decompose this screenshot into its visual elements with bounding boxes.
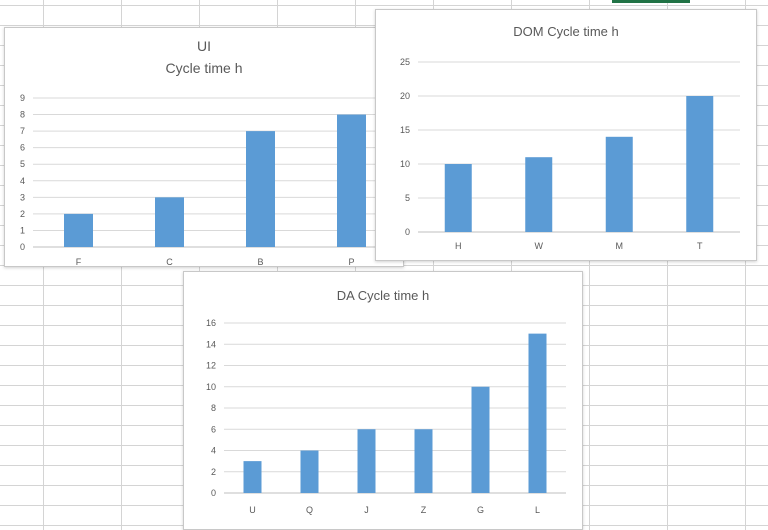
bar-dom-H[interactable]: [444, 164, 472, 232]
y-tick-label-dom-0: 0: [405, 227, 410, 237]
x-tick-label-da-J: J: [364, 505, 369, 515]
y-tick-label-da-14: 14: [206, 339, 216, 349]
y-tick-label-da-4: 4: [211, 446, 216, 456]
y-tick-label-ui-0: 0: [20, 242, 25, 252]
chart-dom-cycle-time[interactable]: DOM Cycle time h 0 5 10 15 20 25 H W M T: [375, 9, 757, 261]
y-tick-label-ui-4: 4: [20, 176, 25, 186]
y-tick-label-da-0: 0: [211, 488, 216, 498]
x-tick-label-ui-P: P: [348, 257, 354, 266]
y-tick-label-da-6: 6: [211, 424, 216, 434]
chart-title-ui-0: UI: [197, 38, 211, 54]
x-tick-label-dom-H: H: [455, 241, 462, 251]
x-tick-label-ui-C: C: [166, 257, 173, 266]
bar-da-L[interactable]: [528, 333, 547, 493]
y-tick-label-ui-9: 9: [20, 93, 25, 103]
y-tick-label-da-12: 12: [206, 361, 216, 371]
y-tick-label-dom-25: 25: [400, 57, 410, 67]
bar-ui-F[interactable]: [64, 213, 93, 247]
y-tick-label-dom-10: 10: [400, 159, 410, 169]
x-tick-label-da-Q: Q: [306, 505, 313, 515]
y-tick-label-da-2: 2: [211, 467, 216, 477]
y-tick-label-da-8: 8: [211, 403, 216, 413]
x-tick-label-da-U: U: [249, 505, 256, 515]
y-tick-label-dom-15: 15: [400, 125, 410, 135]
x-tick-label-da-Z: Z: [421, 505, 427, 515]
chart-dom-svg: DOM Cycle time h 0 5 10 15 20 25 H W M T: [400, 24, 740, 251]
x-tick-label-dom-W: W: [535, 241, 544, 251]
y-tick-label-ui-3: 3: [20, 192, 25, 202]
bar-da-Q[interactable]: [300, 450, 319, 494]
x-tick-label-dom-M: M: [616, 241, 624, 251]
chart-ui-svg: UI Cycle time h 0 1 2 3 4 5 6 7 8 9 F C B P: [20, 38, 397, 266]
y-tick-label-ui-6: 6: [20, 143, 25, 153]
bar-da-J[interactable]: [357, 429, 376, 493]
bar-dom-M[interactable]: [605, 136, 633, 232]
bar-ui-B[interactable]: [246, 131, 275, 247]
x-tick-label-ui-F: F: [76, 257, 82, 266]
y-tick-label-da-10: 10: [206, 382, 216, 392]
y-tick-label-da-16: 16: [206, 318, 216, 328]
x-tick-label-dom-T: T: [697, 241, 703, 251]
chart-da-cycle-time[interactable]: DA Cycle time h 0 2 4 6 8 10 12 14 16 U Q J Z G L: [183, 271, 583, 530]
chart-title-ui-1: Cycle time h: [165, 60, 242, 76]
y-tick-label-ui-5: 5: [20, 159, 25, 169]
bar-dom-T[interactable]: [686, 96, 714, 232]
y-tick-label-dom-5: 5: [405, 193, 410, 203]
bar-dom-W[interactable]: [525, 157, 553, 232]
x-tick-label-da-L: L: [535, 505, 540, 515]
sheet-selection-accent: [612, 0, 690, 3]
bar-da-G[interactable]: [471, 386, 490, 493]
y-tick-label-ui-2: 2: [20, 209, 25, 219]
x-tick-label-da-G: G: [477, 505, 484, 515]
y-tick-label-ui-7: 7: [20, 126, 25, 136]
bar-da-U[interactable]: [243, 461, 262, 493]
y-tick-label-ui-8: 8: [20, 110, 25, 120]
bar-da-Z[interactable]: [414, 429, 433, 493]
bar-ui-C[interactable]: [155, 197, 184, 247]
chart-title-da-0: DA Cycle time h: [337, 288, 429, 303]
y-tick-label-ui-1: 1: [20, 225, 25, 235]
x-tick-label-ui-B: B: [257, 257, 263, 266]
y-tick-label-dom-20: 20: [400, 91, 410, 101]
chart-ui-cycle-time[interactable]: UI Cycle time h 0 1 2 3 4 5 6 7 8 9 F C B P: [4, 27, 404, 267]
bar-ui-P[interactable]: [337, 114, 366, 247]
chart-title-dom-0: DOM Cycle time h: [513, 24, 618, 39]
chart-da-svg: DA Cycle time h 0 2 4 6 8 10 12 14 16 U Q J Z G L: [206, 288, 566, 515]
